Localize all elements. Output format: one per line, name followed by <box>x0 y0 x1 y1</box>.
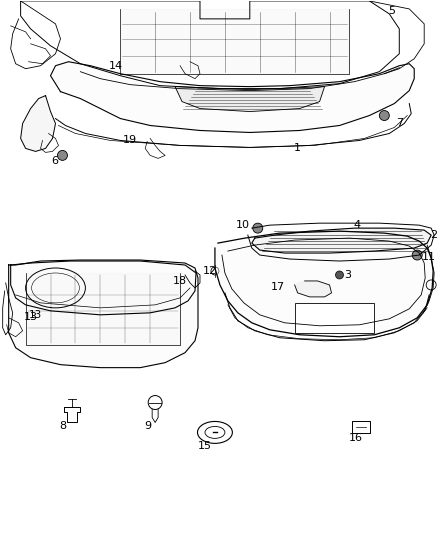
Text: 17: 17 <box>271 282 285 292</box>
Text: 18: 18 <box>173 276 187 286</box>
Text: 16: 16 <box>349 433 362 443</box>
Text: 9: 9 <box>145 422 152 431</box>
Text: 6: 6 <box>51 156 58 166</box>
Text: 8: 8 <box>59 422 66 431</box>
Text: 1: 1 <box>294 143 301 154</box>
Text: 15: 15 <box>198 441 212 451</box>
Polygon shape <box>9 260 198 368</box>
Circle shape <box>412 250 422 260</box>
Polygon shape <box>215 231 433 337</box>
Text: 5: 5 <box>388 6 395 16</box>
Text: 14: 14 <box>109 61 124 71</box>
Text: 11: 11 <box>422 252 436 262</box>
Text: 13: 13 <box>29 310 42 320</box>
Text: 12: 12 <box>203 266 217 276</box>
Polygon shape <box>175 87 325 111</box>
Polygon shape <box>295 281 332 297</box>
Circle shape <box>253 223 263 233</box>
Text: 10: 10 <box>236 220 250 230</box>
Text: 7: 7 <box>396 117 403 127</box>
Bar <box>295 303 374 333</box>
Circle shape <box>57 150 67 160</box>
Text: 2: 2 <box>431 230 438 240</box>
Polygon shape <box>25 273 180 345</box>
Text: 13: 13 <box>24 312 38 322</box>
Circle shape <box>336 271 343 279</box>
Polygon shape <box>50 62 414 133</box>
Circle shape <box>379 110 389 120</box>
Polygon shape <box>120 9 350 74</box>
Text: 4: 4 <box>354 220 361 230</box>
Polygon shape <box>21 95 56 151</box>
Text: 3: 3 <box>344 270 351 280</box>
Text: 19: 19 <box>123 135 137 146</box>
Polygon shape <box>252 228 431 253</box>
